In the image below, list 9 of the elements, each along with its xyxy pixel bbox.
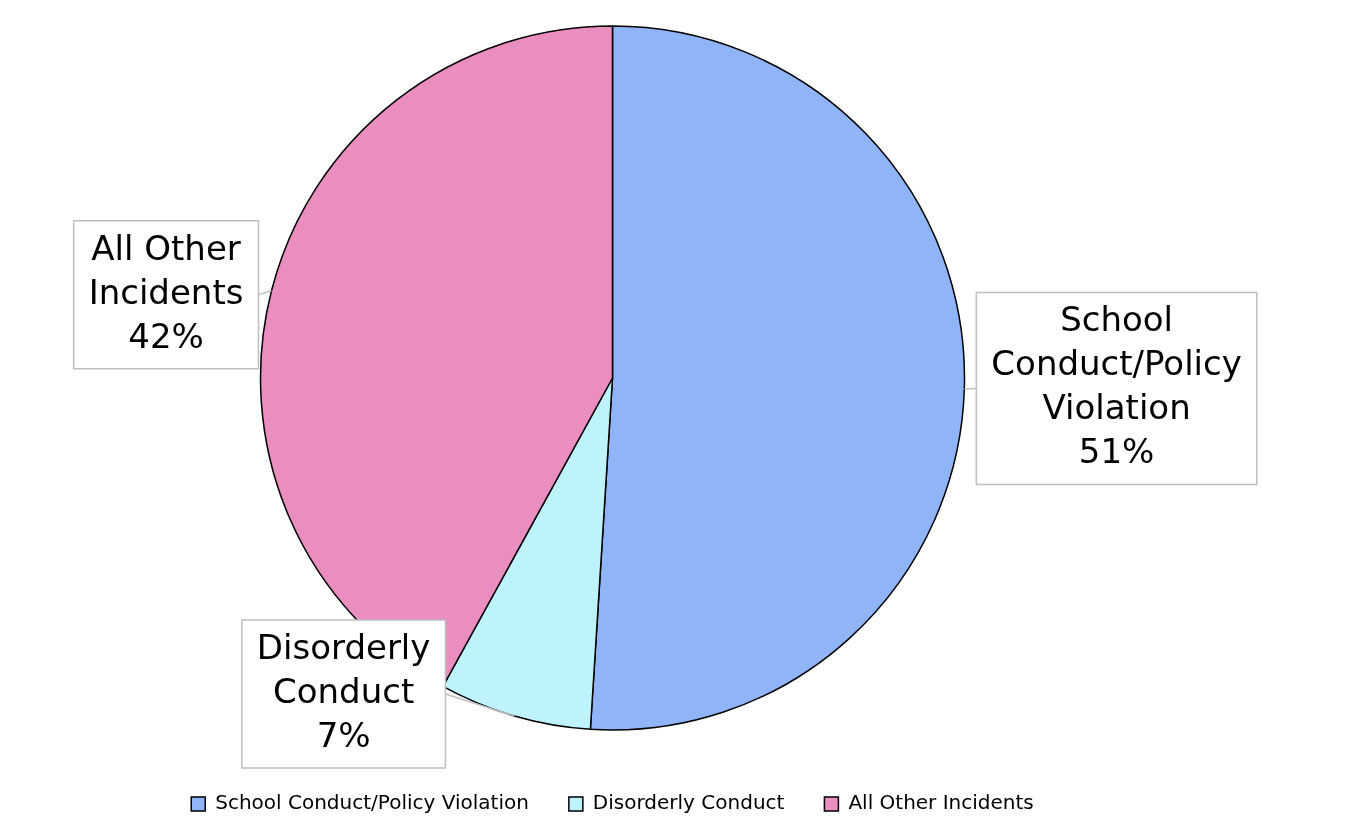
- slice-label: Disorderly Conduct: [256, 626, 431, 711]
- data-label: 42%: [128, 315, 204, 356]
- legend-label: School Conduct/Policy Violation: [215, 790, 529, 815]
- slice-label: School Conduct/Policy Violation: [991, 299, 1242, 428]
- legend-label: All Other Incidents: [848, 790, 1034, 815]
- data-label: 7%: [316, 714, 371, 755]
- data-label: 51%: [1078, 431, 1155, 472]
- legend-label: Disorderly Conduct: [592, 790, 785, 815]
- slice-label: All Other Incidents: [88, 227, 244, 312]
